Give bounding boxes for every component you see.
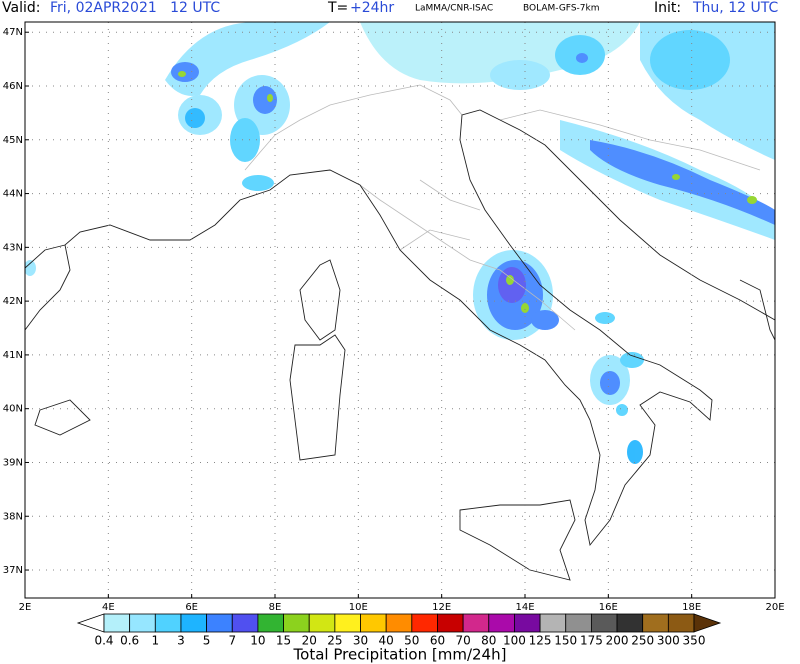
lat-label: 43N [3, 242, 23, 253]
colorbar-box [514, 613, 541, 633]
lat-label: 40N [3, 404, 23, 415]
colorbar-box [154, 613, 182, 633]
institution: LaMMA/CNR-ISAC [415, 4, 493, 14]
lat-label: 41N [3, 350, 23, 361]
colorbar-box [385, 613, 413, 633]
lat-label: 46N [3, 81, 23, 92]
colorbar-label: 7 [228, 634, 236, 648]
lon-label: 8E [269, 602, 282, 613]
borders [244, 84, 761, 331]
colorbar-label: 30 [353, 634, 368, 648]
lat-label: 44N [3, 189, 23, 200]
lon-label: 16E [599, 602, 618, 613]
colorbar-label: 50 [404, 634, 419, 648]
step: +24hr [350, 0, 394, 16]
colorbar-box [437, 613, 464, 633]
colorbar-label: 3 [177, 634, 185, 648]
colorbar-box [180, 613, 208, 633]
colorbar-box [257, 613, 284, 633]
lon-label: 20E [765, 602, 784, 613]
colorbar-box [565, 613, 592, 633]
lat-label: 37N [3, 565, 23, 576]
colorbar-box [488, 613, 515, 633]
colorbar-box [308, 613, 336, 633]
init-label: Init: [654, 0, 681, 16]
colorbar-box [539, 613, 567, 633]
lon-label: 12E [432, 602, 451, 613]
colorbar-box [129, 613, 156, 633]
lat-label: 39N [3, 457, 23, 468]
colorbar-box [667, 613, 695, 633]
colorbar-label: 40 [379, 634, 394, 648]
colorbar-label: 1 [151, 634, 159, 648]
colorbar-label: 80 [481, 634, 496, 648]
map-frame [24, 21, 776, 599]
colorbar-label: 0.4 [94, 634, 113, 648]
model: BOLAM-GFS-7km [523, 4, 599, 14]
colorbar-box [411, 613, 438, 633]
precipitation [25, 22, 775, 464]
colorbar-label: 15 [276, 634, 291, 648]
colorbar-label: 25 [327, 634, 342, 648]
coastline [25, 109, 775, 581]
lat-label: 42N [3, 296, 23, 307]
colorbar-label: 20 [302, 634, 317, 648]
colorbar-arrow-low [76, 613, 105, 633]
lon-label: 2E [19, 602, 32, 613]
colorbar-label: 60 [430, 634, 445, 648]
lon-label: 10E [349, 602, 368, 613]
colorbar-label: 150 [554, 634, 577, 648]
colorbar-box [103, 613, 131, 633]
colorbar-box [206, 613, 233, 633]
colorbar-label: 0.6 [120, 634, 139, 648]
colorbar-label: 10 [250, 634, 265, 648]
colorbar-label: 125 [529, 634, 552, 648]
lon-label: 6E [185, 602, 198, 613]
colorbar-box [360, 613, 387, 633]
lat-label: 45N [3, 135, 23, 146]
colorbar-box [283, 613, 310, 633]
colorbar-box [334, 613, 361, 633]
colorbar-box [231, 613, 259, 633]
valid-label: Valid: [2, 0, 40, 16]
map-area [25, 22, 775, 598]
step-label: T= [327, 0, 348, 16]
init-time: Thu, 12 UTC [692, 0, 778, 16]
lat-label: 47N [3, 27, 23, 38]
colorbar-label: 200 [606, 634, 629, 648]
lon-label: 14E [515, 602, 534, 613]
colorbar-label: 300 [657, 634, 680, 648]
colorbar-box [642, 613, 669, 633]
colorbar-arrow-high [693, 613, 722, 633]
colorbar-label: 100 [503, 634, 526, 648]
colorbar-box [590, 613, 618, 633]
colorbar-box [616, 613, 644, 633]
colorbar-label: 250 [631, 634, 654, 648]
colorbar-label: 70 [455, 634, 470, 648]
colorbar-label: 5 [203, 634, 211, 648]
lat-label: 38N [3, 511, 23, 522]
lon-label: 18E [682, 602, 701, 613]
colorbar-label: 350 [683, 634, 706, 648]
lon-label: 4E [102, 602, 115, 613]
colorbar-label: 175 [580, 634, 603, 648]
colorbar-box [462, 613, 490, 633]
colorbar-title: Total Precipitation [mm/24h] [293, 646, 507, 664]
valid-time: Fri, 02APR2021 12 UTC [50, 0, 220, 16]
